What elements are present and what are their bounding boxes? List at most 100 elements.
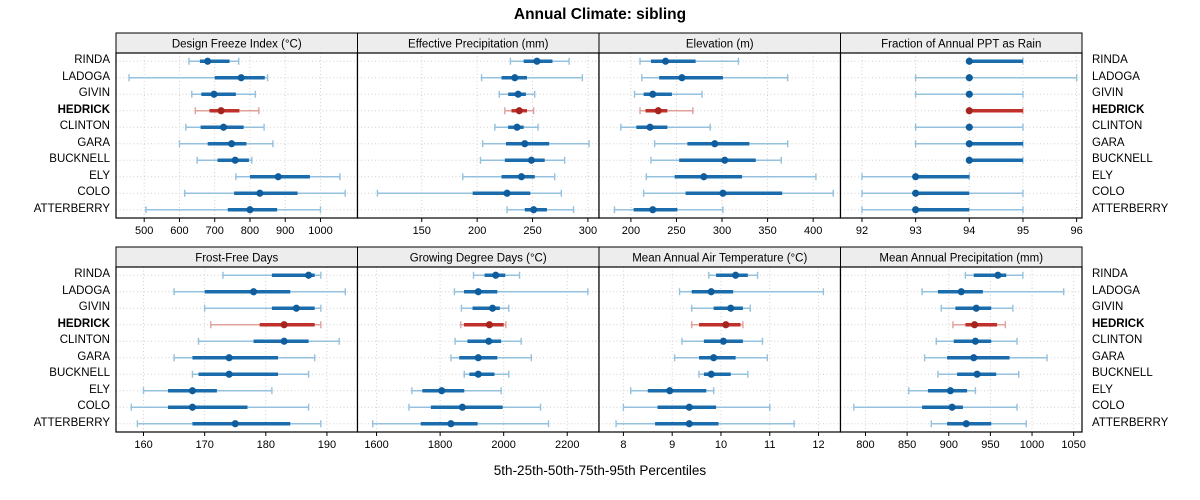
median-dot — [515, 107, 523, 115]
median-dot — [957, 288, 965, 296]
median-dot — [225, 370, 233, 378]
station-label: BUCKNELL — [1092, 153, 1153, 166]
median-dot — [970, 321, 979, 329]
panel-border — [839, 266, 1083, 433]
station-label: GARA — [1092, 136, 1125, 149]
median-dot — [994, 271, 1002, 279]
median-dot — [219, 123, 228, 131]
median-dot — [517, 173, 526, 181]
panel-title: Mean Annual Precipitation (mm) — [879, 253, 1043, 265]
median-dot — [912, 189, 920, 197]
station-label: GIVIN — [1092, 87, 1124, 100]
panel-border — [839, 52, 1083, 219]
median-dot — [458, 403, 466, 411]
x-tick-label: 800 — [856, 439, 874, 451]
station-label: ELY — [1092, 383, 1113, 396]
median-dot — [700, 173, 708, 181]
median-dot — [280, 321, 288, 329]
chart-title: Annual Climate: sibling — [513, 6, 687, 23]
station-label: COLO — [1092, 400, 1125, 413]
median-dot — [503, 189, 511, 197]
median-dot — [530, 206, 538, 214]
x-tick-label: 850 — [898, 439, 916, 451]
x-tick-label: 180 — [257, 439, 275, 451]
panel-bg — [840, 53, 1082, 218]
median-dot — [971, 337, 980, 345]
x-tick-label: 250 — [523, 225, 541, 237]
median-dot — [533, 57, 541, 65]
panel-title: Elevation (m) — [686, 39, 754, 51]
median-dot — [447, 420, 455, 428]
median-dot — [474, 370, 482, 378]
x-tick-label: 600 — [170, 225, 188, 237]
median-dot — [488, 304, 497, 312]
median-dot — [972, 304, 980, 312]
x-tick-label: 2200 — [555, 439, 579, 451]
station-label: RINDA — [1092, 54, 1128, 67]
median-dot — [210, 90, 218, 98]
panel-title: Fraction of Annual PPT as Rain — [881, 39, 1041, 51]
station-label: COLO — [77, 400, 110, 413]
x-tick-label: 200 — [622, 225, 640, 237]
station-label: ELY — [1092, 169, 1113, 182]
median-dot — [280, 337, 288, 345]
median-dot — [246, 206, 254, 214]
x-tick-label: 2000 — [491, 439, 515, 451]
x-tick-label: 300 — [579, 225, 597, 237]
x-tick-label: 92 — [856, 225, 868, 237]
x-tick-label: 1000 — [308, 225, 332, 237]
x-tick-label: 200 — [468, 225, 486, 237]
station-label: HEDRICK — [57, 103, 110, 116]
station-label: RINDA — [74, 268, 110, 281]
median-dot — [678, 74, 686, 82]
station-label: LADOGA — [1092, 284, 1140, 297]
station-label: ATTERBERRY — [1092, 416, 1169, 429]
median-dot — [685, 403, 693, 411]
station-label: CLINTON — [59, 120, 110, 133]
median-dot — [646, 123, 654, 131]
station-label: CLINTON — [59, 334, 110, 347]
panel-bg — [357, 53, 599, 218]
median-dot — [719, 189, 727, 197]
x-tick-label: 8 — [620, 439, 626, 451]
x-tick-label: 12 — [812, 439, 824, 451]
station-label: GARA — [77, 136, 110, 149]
station-label: HEDRICK — [1092, 103, 1145, 116]
x-tick-label: 250 — [667, 225, 685, 237]
median-dot — [654, 107, 662, 115]
median-dot — [666, 387, 674, 395]
median-dot — [732, 271, 740, 279]
x-tick-label: 300 — [713, 225, 731, 237]
station-label: COLO — [77, 186, 110, 199]
median-dot — [685, 420, 693, 428]
station-label: ATTERBERRY — [33, 416, 110, 429]
median-dot — [438, 387, 446, 395]
x-tick-label: 350 — [758, 225, 776, 237]
x-tick-label: 900 — [940, 439, 958, 451]
station-label: RINDA — [1092, 268, 1128, 281]
median-dot — [707, 370, 715, 378]
median-dot — [204, 57, 212, 65]
median-dot — [249, 288, 258, 296]
x-tick-label: 400 — [804, 225, 822, 237]
median-dot — [711, 140, 719, 148]
median-dot — [970, 354, 978, 362]
x-tick-label: 93 — [910, 225, 922, 237]
median-dot — [965, 74, 973, 82]
panel-title: Effective Precipitation (mm) — [408, 39, 549, 51]
x-tick-label: 160 — [134, 439, 152, 451]
median-dot — [973, 370, 981, 378]
panel-bg — [599, 53, 841, 218]
x-tick-label: 150 — [413, 225, 431, 237]
median-dot — [948, 403, 956, 411]
station-label: BUCKNELL — [49, 153, 110, 166]
station-label: GARA — [1092, 350, 1125, 363]
station-label: LADOGA — [1092, 70, 1140, 83]
station-label: LADOGA — [62, 70, 110, 83]
median-dot — [965, 156, 973, 164]
median-dot — [965, 107, 973, 115]
x-tick-label: 11 — [764, 439, 775, 451]
median-dot — [188, 403, 197, 411]
x-tick-label: 700 — [206, 225, 224, 237]
